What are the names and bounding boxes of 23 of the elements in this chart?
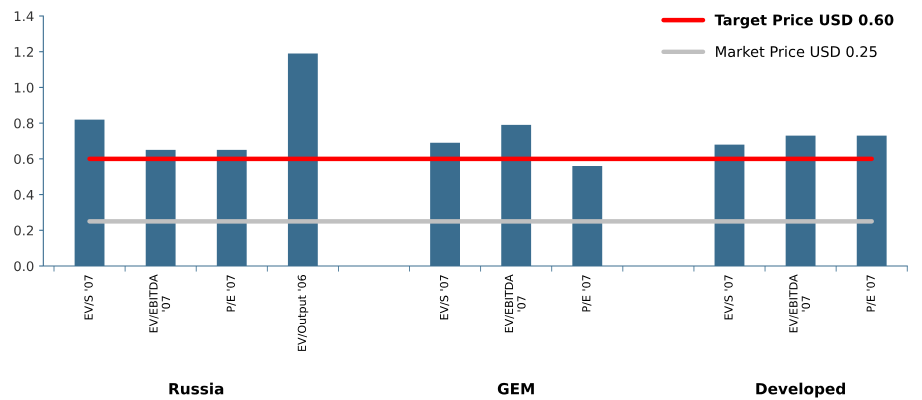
x-tick-label: EV/EBITDA '07: [504, 274, 526, 332]
x-tick-label: P/E '07: [582, 275, 592, 312]
x-tick-label: EV/EBITDA '07: [789, 274, 810, 332]
y-tick-label: 0.8: [14, 118, 34, 128]
text: Russia: [169, 382, 224, 394]
y-tick-label: 1.2: [14, 46, 33, 57]
x-tick-label: P/E '07: [226, 275, 236, 312]
text: GEM: [498, 382, 534, 394]
x-tick-label: EV/S '07: [84, 275, 94, 320]
x-tick-label: EV/S '07: [440, 275, 450, 320]
legend-label: Target Price USD 0.60: [714, 14, 894, 28]
y-tick-label: 0.0: [14, 261, 34, 272]
y-tick-label: 1.0: [14, 82, 34, 93]
x-tick-label: EV/S '07: [724, 275, 734, 320]
x-tick-label: EV/Output '06: [298, 275, 308, 351]
text: Developed: [756, 382, 845, 398]
y-tick-label: 0.4: [14, 190, 34, 200]
y-tick-label: 1.4: [14, 11, 34, 22]
legend-label: Market Price USD 0.25: [716, 46, 877, 58]
x-tick-label: P/E '07: [866, 275, 876, 312]
x-tick-label: EV/EBITDA '07: [149, 274, 170, 332]
y-tick-label: 0.6: [14, 154, 34, 164]
y-tick-label: 0.2: [14, 226, 33, 236]
